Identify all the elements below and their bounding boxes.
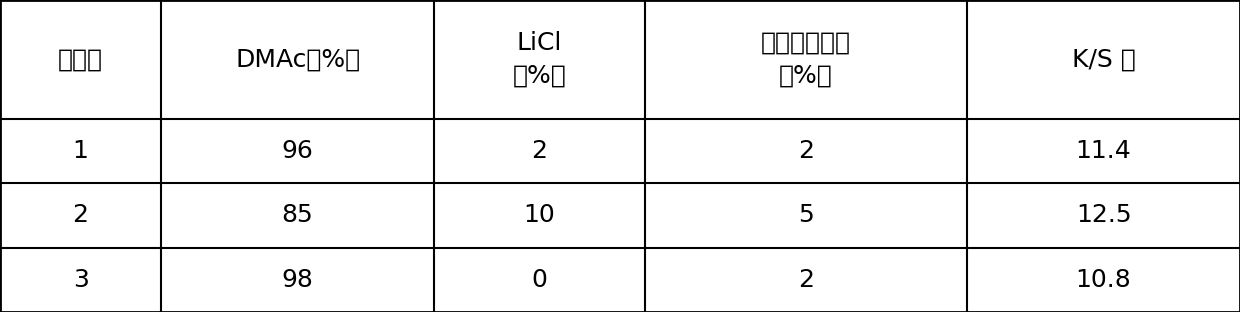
Text: 0: 0	[532, 268, 547, 292]
Text: 10.8: 10.8	[1076, 268, 1131, 292]
Text: K/S 值: K/S 值	[1071, 47, 1136, 71]
Text: 有色纳米粒子
（%）: 有色纳米粒子 （%）	[761, 31, 851, 88]
Text: 85: 85	[281, 203, 314, 227]
Text: 10: 10	[523, 203, 556, 227]
Text: 2: 2	[799, 268, 813, 292]
Text: 2: 2	[799, 139, 813, 163]
Text: 98: 98	[281, 268, 314, 292]
Text: 2: 2	[73, 203, 88, 227]
Text: 12.5: 12.5	[1076, 203, 1131, 227]
Text: 实施例: 实施例	[58, 47, 103, 71]
Text: 96: 96	[281, 139, 314, 163]
Text: 5: 5	[799, 203, 813, 227]
Text: LiCl
（%）: LiCl （%）	[512, 31, 567, 88]
Text: 2: 2	[532, 139, 547, 163]
Text: 1: 1	[73, 139, 88, 163]
Text: 11.4: 11.4	[1076, 139, 1131, 163]
Text: 3: 3	[73, 268, 88, 292]
Text: DMAc（%）: DMAc（%）	[236, 47, 360, 71]
